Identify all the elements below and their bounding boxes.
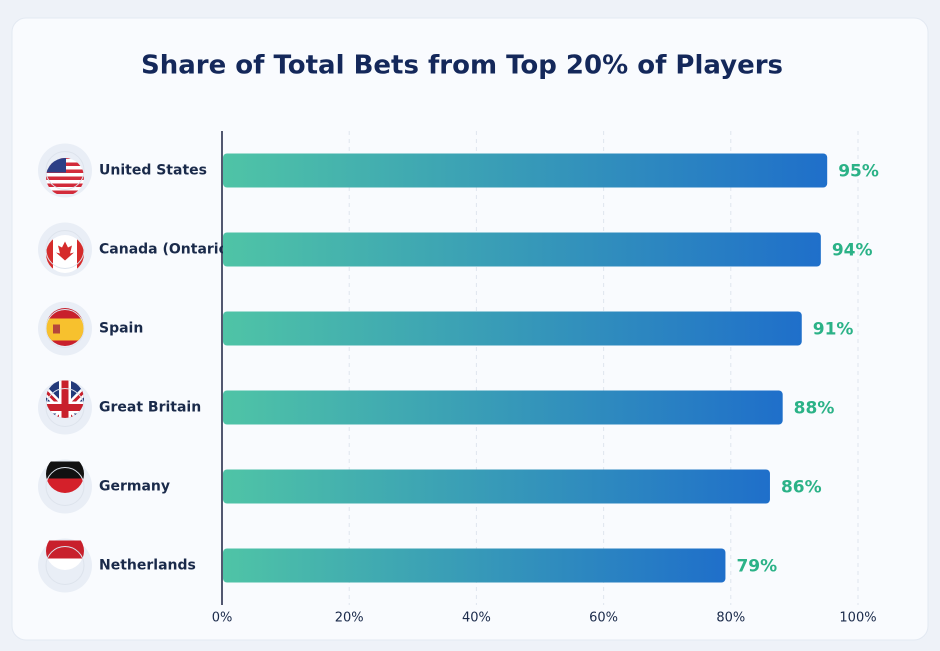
bar — [223, 311, 802, 346]
value-label: 95% — [838, 162, 879, 182]
x-tick-label: 0% — [212, 611, 233, 626]
flag — [46, 308, 84, 346]
x-tick-label: 20% — [335, 611, 364, 626]
value-label: 79% — [736, 557, 777, 577]
flag-part — [46, 183, 84, 187]
value-label: 94% — [832, 241, 873, 261]
flag-part — [46, 187, 84, 191]
flag-part — [46, 318, 84, 341]
flag-part — [46, 235, 53, 273]
y-tick-label: Spain — [99, 321, 143, 337]
flag-part — [46, 180, 84, 184]
flag-ring — [45, 546, 85, 585]
flag-part — [46, 380, 84, 418]
flag-ring — [45, 230, 85, 269]
x-tick-label: 40% — [462, 611, 491, 626]
flag-part — [46, 478, 84, 493]
flag-part — [46, 540, 84, 559]
flag — [46, 380, 84, 418]
value-label: 86% — [781, 478, 822, 498]
flag — [46, 540, 84, 570]
bar — [223, 153, 828, 188]
flag — [46, 235, 84, 273]
value-label: 91% — [813, 320, 854, 340]
flag-part — [77, 235, 84, 273]
bar — [223, 548, 726, 583]
y-tick-label: Netherlands — [99, 558, 196, 574]
flag-part — [53, 324, 60, 334]
y-tick-label: Canada (Ontario) — [99, 242, 235, 258]
value-label: 88% — [794, 399, 835, 419]
y-tick-label: Great Britain — [99, 400, 201, 416]
x-tick-label: 100% — [839, 611, 876, 626]
flag-part — [46, 173, 84, 177]
flag-ring — [45, 467, 85, 506]
flag-ring — [45, 388, 85, 427]
x-tick-label: 60% — [589, 611, 618, 626]
x-tick-label: 80% — [716, 611, 745, 626]
bar — [223, 232, 821, 267]
flag — [46, 158, 84, 194]
flag-part — [56, 241, 74, 261]
flag — [46, 461, 84, 493]
bar — [223, 469, 770, 504]
bar — [223, 390, 783, 425]
flag-part — [46, 558, 84, 570]
flag-part — [46, 176, 84, 180]
chart-title: Share of Total Bets from Top 20% of Play… — [141, 51, 783, 81]
flag-part — [46, 461, 84, 479]
flag-part — [46, 190, 84, 194]
y-tick-label: Germany — [99, 479, 170, 495]
flag-ring — [45, 309, 85, 348]
flag-ring — [45, 151, 85, 190]
y-tick-label: United States — [99, 163, 207, 179]
